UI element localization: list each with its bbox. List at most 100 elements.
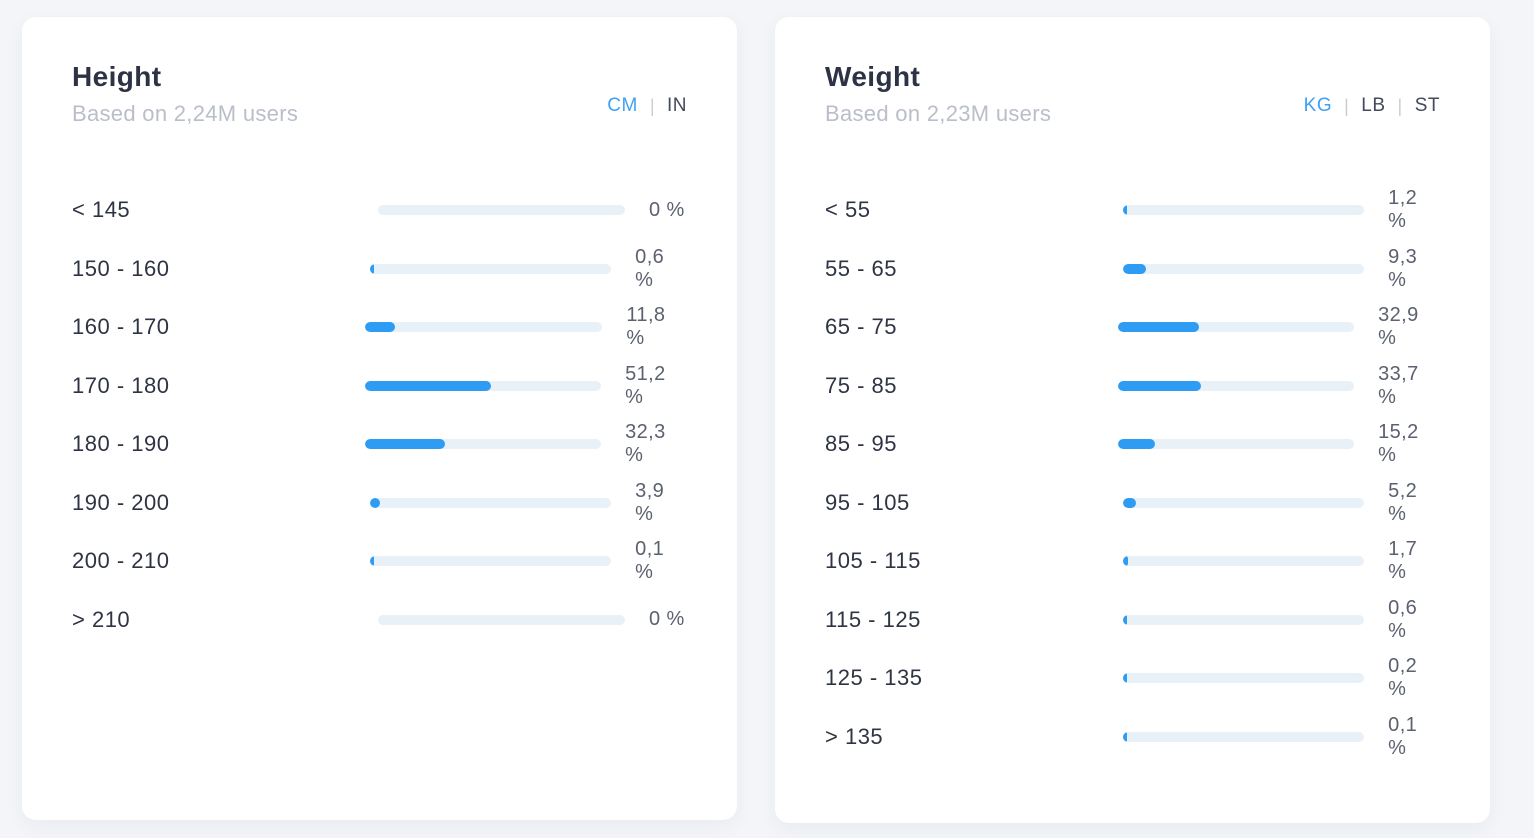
bar-fill <box>1123 556 1128 567</box>
bar-track <box>365 322 603 333</box>
height-unit-toggle: CM | IN <box>607 95 687 117</box>
range-label: 65 - 75 <box>825 314 897 340</box>
bar-fill <box>365 322 395 333</box>
unit-kg-button[interactable]: KG <box>1303 95 1333 116</box>
distribution-row: > 135 0,1 % <box>825 708 1440 767</box>
range-label: 160 - 170 <box>72 314 170 340</box>
bar-fill <box>364 380 492 391</box>
height-distribution-list: < 145 0 % 150 - 160 0,6 % 160 - 170 11,8 % 170… <box>72 181 687 649</box>
unit-st-button[interactable]: ST <box>1414 95 1440 116</box>
card-title: Weight <box>825 61 921 92</box>
bar-track <box>370 556 612 567</box>
card-subtitle: Based on 2,23M users <box>825 101 1052 126</box>
range-label: > 210 <box>72 606 131 632</box>
distribution-row: 75 - 85 33,7 % <box>825 357 1440 416</box>
height-card-heading: Height Based on 2,24M users <box>72 59 298 129</box>
bar-fill <box>1123 205 1128 216</box>
distribution-row: 170 - 180 51,2 % <box>72 357 687 416</box>
range-label: 170 - 180 <box>72 372 170 398</box>
distribution-row: 85 - 95 15,2 % <box>825 415 1440 474</box>
distribution-row: < 55 1,2 % <box>825 181 1440 240</box>
percent-value: 0 % <box>649 198 685 221</box>
distribution-row: 105 - 115 1,7 % <box>825 532 1440 591</box>
distribution-row: 125 - 135 0,2 % <box>825 649 1440 708</box>
bar-fill <box>1123 263 1147 274</box>
bar-fill <box>1123 673 1128 684</box>
bar-track <box>364 380 602 391</box>
bar-track <box>1123 614 1365 625</box>
bar-track <box>1123 497 1365 508</box>
percent-value: 3,9 % <box>635 479 665 525</box>
range-label: 75 - 85 <box>825 372 897 398</box>
bar-track <box>370 497 612 508</box>
height-card-header: Height Based on 2,24M users CM | IN <box>72 17 687 129</box>
percent-value: 1,7 % <box>1388 538 1418 584</box>
distribution-row: < 145 0 % <box>72 181 687 240</box>
distribution-row: 115 - 125 0,6 % <box>825 591 1440 650</box>
bar-fill <box>1123 731 1128 742</box>
range-label: 115 - 125 <box>825 606 921 632</box>
bar-track <box>1117 322 1355 333</box>
percent-value: 0,2 % <box>1388 655 1418 701</box>
height-card: Height Based on 2,24M users CM | IN < 145 0… <box>22 17 737 820</box>
bar-fill <box>370 263 375 274</box>
bar-track <box>1123 556 1365 567</box>
distribution-row: 65 - 75 32,9 % <box>825 298 1440 357</box>
unit-cm-button[interactable]: CM <box>607 95 638 116</box>
range-label: 125 - 135 <box>825 665 923 691</box>
weight-unit-toggle: KG | LB | ST <box>1304 95 1440 117</box>
percent-value: 33,7 % <box>1378 362 1419 408</box>
unit-lb-button[interactable]: LB <box>1361 95 1386 116</box>
range-label: < 145 <box>72 197 131 223</box>
range-label: 85 - 95 <box>825 431 897 457</box>
range-label: 180 - 190 <box>72 431 170 457</box>
percent-value: 1,2 % <box>1388 187 1418 233</box>
bar-fill <box>1117 322 1200 333</box>
bar-fill <box>1117 380 1202 391</box>
bar-track <box>364 439 602 450</box>
range-label: 200 - 210 <box>72 548 170 574</box>
range-label: < 55 <box>825 197 871 223</box>
bar-fill <box>1117 439 1156 450</box>
bar-fill <box>1123 614 1128 625</box>
bar-track <box>1123 731 1365 742</box>
distribution-row: 150 - 160 0,6 % <box>72 240 687 299</box>
bar-track <box>1117 380 1355 391</box>
range-label: 55 - 65 <box>825 255 897 281</box>
unit-separator: | <box>649 95 655 116</box>
distribution-row: 190 - 200 3,9 % <box>72 474 687 533</box>
range-label: 95 - 105 <box>825 489 910 515</box>
bar-fill <box>370 556 375 567</box>
distribution-row: 95 - 105 5,2 % <box>825 474 1440 533</box>
bar-track <box>370 263 612 274</box>
range-label: 190 - 200 <box>72 489 170 515</box>
bar-fill <box>1123 497 1137 508</box>
bar-track <box>378 205 625 216</box>
percent-value: 0,1 % <box>1388 713 1418 759</box>
distribution-row: > 210 0 % <box>72 591 687 650</box>
percent-value: 0 % <box>649 608 685 631</box>
percent-value: 32,9 % <box>1378 304 1419 350</box>
bar-track <box>1117 439 1355 450</box>
percent-value: 15,2 % <box>1378 421 1419 467</box>
percent-value: 0,1 % <box>635 538 665 584</box>
unit-separator: | <box>1397 95 1403 116</box>
distribution-row: 160 - 170 11,8 % <box>72 298 687 357</box>
weight-card-header: Weight Based on 2,23M users KG | LB | ST <box>825 17 1440 129</box>
percent-value: 0,6 % <box>1388 596 1418 642</box>
card-title: Height <box>72 61 162 92</box>
weight-card-heading: Weight Based on 2,23M users <box>825 59 1051 129</box>
unit-separator: | <box>1344 95 1350 116</box>
bar-track <box>378 614 625 625</box>
percent-value: 5,2 % <box>1388 479 1418 525</box>
percent-value: 0,6 % <box>635 245 665 291</box>
bar-fill <box>364 439 445 450</box>
distribution-row: 55 - 65 9,3 % <box>825 240 1440 299</box>
bar-track <box>1123 205 1365 216</box>
bar-track <box>1123 673 1365 684</box>
card-subtitle: Based on 2,24M users <box>72 101 299 126</box>
range-label: 150 - 160 <box>72 255 170 281</box>
range-label: > 135 <box>825 723 884 749</box>
unit-in-button[interactable]: IN <box>667 95 687 116</box>
weight-distribution-list: < 55 1,2 % 55 - 65 9,3 % 65 - 75 32,9 % 75 - 8… <box>825 181 1440 766</box>
